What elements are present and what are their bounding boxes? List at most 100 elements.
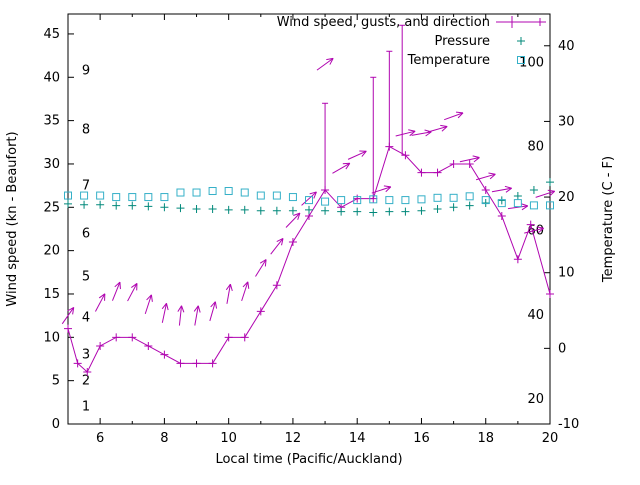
fahrenheit-label: 80 [527,139,544,154]
temperature-marker [177,189,184,196]
x-tick-label: 18 [477,431,494,446]
temperature-marker [241,189,248,196]
temperature-marker [434,194,441,201]
pressure-marker [96,201,104,209]
wind-direction-arrow [317,58,333,70]
wind-point-marker [514,255,522,263]
wind-direction-arrowhead [548,190,555,191]
pressure-marker [337,208,345,216]
wind-direction-arrow [332,163,349,173]
temperature-marker [386,197,393,204]
legend-label-temperature: Temperature [407,53,490,68]
temperature-marker [145,194,152,201]
temperature-marker [113,194,120,201]
wind-point-marker [273,281,281,289]
wind-direction-arrowhead [215,302,216,309]
beaufort-label: 1 [82,400,90,415]
pressure-marker [353,208,361,216]
wind-direction-arrowhead [248,282,249,289]
temperature-marker [450,194,457,201]
temperature-marker [514,200,521,207]
pressure-marker [241,206,249,214]
pressure-marker [144,202,152,210]
fahrenheit-label: 40 [527,308,544,323]
beaufort-label: 4 [82,310,90,325]
pressure-marker [498,196,506,204]
pressure-marker [305,206,313,214]
wind-point-marker [482,186,490,194]
y-left-tick-label: 35 [43,114,60,129]
beaufort-label: 8 [82,122,90,137]
temperature-marker [322,198,329,205]
x-tick-label: 20 [542,431,559,446]
legend-label-wind: Wind speed, gusts, and direction [277,15,490,30]
pressure-marker [385,208,393,216]
temperature-marker [225,188,232,195]
wind-point-marker [160,351,168,359]
pressure-marker [434,205,442,213]
wind-direction-arrowhead [488,173,495,174]
x-tick-label: 12 [285,431,302,446]
y-left-tick-label: 30 [43,157,60,172]
fahrenheit-label: 20 [527,392,544,407]
y-right-tick-label: 0 [558,341,566,356]
wind-point-marker [546,290,554,298]
temperature-marker [257,192,264,199]
temperature-marker [161,194,168,201]
y-right-tick-label: 40 [558,39,575,54]
wind-point-marker [176,359,184,367]
pressure-marker [546,178,554,186]
y-right-tick-label: 20 [558,190,575,205]
wind-direction-arrowhead [440,125,447,126]
wind-point-marker [193,359,201,367]
temperature-marker [466,193,473,200]
pressure-marker [273,207,281,215]
pressure-marker [514,192,522,200]
y-left-tick-label: 5 [52,374,60,389]
wind-point-marker [434,169,442,177]
wind-direction-arrowhead [408,130,415,131]
wind-direction-arrowhead [166,303,168,310]
wind-direction-arrow [348,151,366,159]
wind-direction-arrowhead [343,163,350,164]
pressure-marker [176,204,184,212]
x-tick-label: 6 [96,431,104,446]
wind-point-marker [241,333,249,341]
beaufort-label: 2 [82,374,90,389]
wind-point-marker [112,333,120,341]
wind-direction-arrowhead [230,284,232,291]
wind-point-marker [450,160,458,168]
beaufort-label: 6 [82,226,90,241]
wind-point-marker [225,333,233,341]
wind-direction-arrowhead [384,186,391,187]
wind-point-marker [257,307,265,315]
x-tick-label: 16 [413,431,430,446]
pressure-marker [321,207,329,215]
wind-point-marker [64,325,72,333]
wind-speed-line [68,147,550,372]
wind-direction-arrowhead [505,186,512,188]
legend-sample-plus [517,37,525,45]
pressure-marker [417,207,425,215]
temperature-marker [97,192,104,199]
temperature-marker [193,189,200,196]
wind-direction-arrow [256,259,267,276]
wind-direction-arrowhead [182,306,184,313]
pressure-marker [160,203,168,211]
wind-direction-arrowhead [521,204,528,206]
y-right-tick-label: -10 [558,417,579,432]
x-tick-label: 14 [349,431,366,446]
beaufort-label: 5 [82,270,90,285]
temperature-marker [530,202,537,209]
y-left-tick-label: 20 [43,244,60,259]
wind-point-marker [128,333,136,341]
fahrenheit-label: 100 [519,55,544,70]
pressure-marker [289,207,297,215]
wind-point-marker [466,160,474,168]
beaufort-label: 3 [82,348,90,363]
legend-label-pressure: Pressure [434,34,490,49]
wind-direction-arrowhead [198,306,200,313]
wind-point-marker [144,342,152,350]
